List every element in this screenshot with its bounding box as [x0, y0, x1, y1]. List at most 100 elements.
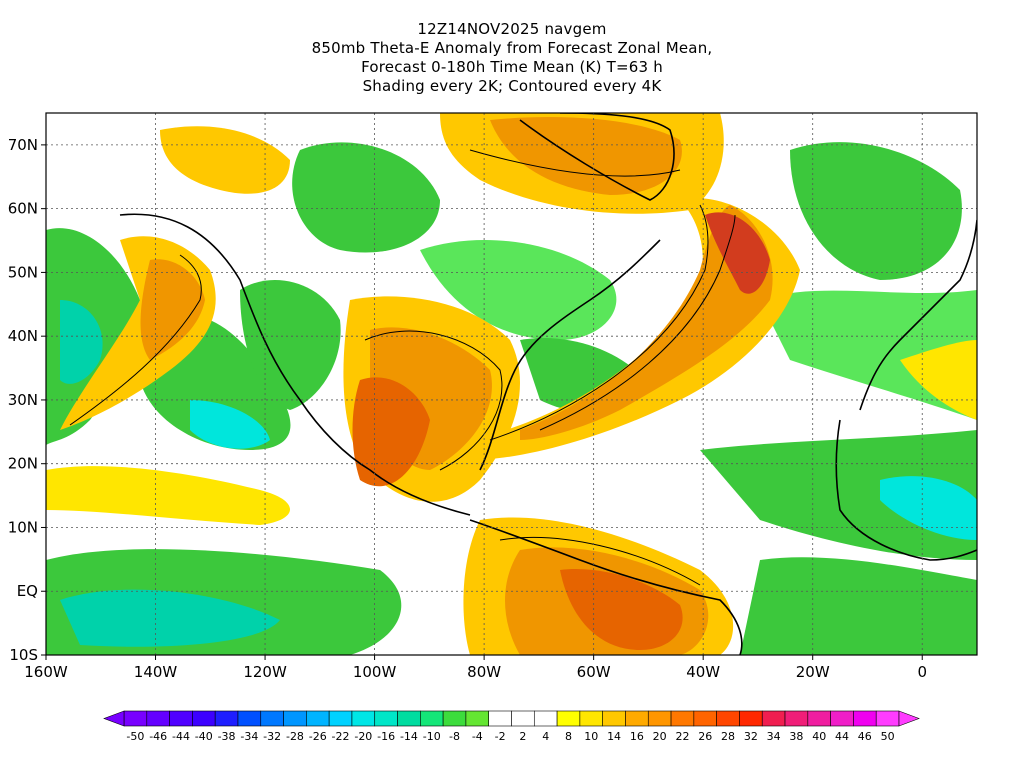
colorbar-swatch: [670, 710, 695, 727]
colorbar-label: 46: [858, 730, 872, 743]
colorbar-label: 14: [607, 730, 621, 743]
coastline-greenland: [519, 113, 675, 201]
colorbar-min-arrow: [103, 710, 125, 727]
colorbar-swatch: [853, 710, 877, 727]
colorbar-label: 22: [675, 730, 689, 743]
title-line-1: 12Z14NOV2025 navgem: [417, 20, 607, 38]
lat-tick-label: 10S: [9, 646, 38, 664]
map-frame: [45, 112, 978, 656]
colorbar-label: 28: [721, 730, 735, 743]
colorbar-label: -46: [149, 730, 167, 743]
colorbar-label: 38: [789, 730, 803, 743]
colorbar-label: 16: [630, 730, 644, 743]
colorbar-max-arrow: [898, 710, 920, 727]
colorbar-swatch: [875, 710, 900, 727]
colorbar-swatch: [761, 710, 786, 727]
colorbar-label: -16: [377, 730, 395, 743]
colorbar-swatch: [693, 710, 717, 727]
lat-tick-label: 10N: [8, 518, 38, 536]
colorbar-swatch: [579, 710, 603, 727]
contour-line-samerica: [499, 536, 701, 586]
colorbar-label: 44: [835, 730, 849, 743]
axis-ticks: [41, 144, 923, 660]
anomaly-region-mexico-dark: [352, 377, 430, 487]
title-line-3: Forecast 0-180h Time Mean (K) T=63 h: [361, 58, 663, 76]
colorbar-swatch: [192, 710, 216, 727]
anomaly-region-eatl-green: [760, 290, 977, 420]
colorbar-label: -10: [423, 730, 441, 743]
colorbar-swatch: [328, 710, 353, 727]
longitude-labels: 160W 140W 120W 100W 80W 60W 40W 20W 0: [24, 663, 927, 681]
anomaly-region-tropics-yellow: [46, 466, 290, 525]
lon-tick-label: 120W: [243, 663, 287, 681]
contour-line-pacific-plume: [69, 254, 202, 426]
colorbar-label: -34: [240, 730, 258, 743]
colorbar-label: 32: [744, 730, 758, 743]
colorbar-swatch: [397, 710, 421, 727]
coastline-europe: [859, 219, 977, 411]
coastline-north-america-west: [119, 213, 471, 516]
colorbar-label: -2: [495, 730, 506, 743]
colorbar-swatch: [123, 710, 148, 727]
colorbar-label: 20: [653, 730, 667, 743]
anomaly-region-atlantic-core-red: [705, 212, 770, 294]
contour-line-atlantic: [489, 204, 709, 441]
colorbar-label: -50: [126, 730, 144, 743]
anomaly-field: [46, 113, 977, 655]
colorbar-label: 8: [565, 730, 572, 743]
lon-tick-label: 80W: [467, 663, 501, 681]
anomaly-region-npac-aqua: [190, 400, 270, 449]
colorbar-label: -28: [286, 730, 304, 743]
contour-lines: [69, 149, 736, 586]
colorbar-label: 2: [519, 730, 526, 743]
lon-tick-label: 40W: [686, 663, 720, 681]
lat-tick-label: 20N: [8, 455, 38, 473]
colorbar-swatch: [625, 710, 649, 727]
colorbar-label: -8: [449, 730, 460, 743]
lat-tick-label: EQ: [17, 582, 38, 600]
colorbar-swatch: [716, 710, 740, 727]
colorbar-label: -32: [263, 730, 281, 743]
colorbar-label: -38: [218, 730, 236, 743]
colorbar-label: 50: [881, 730, 895, 743]
contour-line-gulf: [364, 330, 503, 471]
anomaly-region-samerica-dark: [560, 569, 683, 650]
anomaly-region-pacific-cyan: [60, 300, 103, 384]
colorbar-swatch: [602, 710, 626, 727]
contour-line-greenland: [469, 149, 681, 177]
colorbar-swatch: [533, 710, 558, 727]
colorbar-swatch: [146, 710, 170, 727]
anomaly-region-spac-cyan: [60, 589, 280, 647]
lon-tick-label: 100W: [353, 663, 397, 681]
colorbar-label: 34: [767, 730, 781, 743]
graticule: [46, 113, 977, 655]
colorbar-swatch: [169, 710, 193, 727]
colorbar-label: 10: [584, 730, 598, 743]
colorbar-swatch: [784, 710, 809, 727]
colorbar-label: 40: [812, 730, 826, 743]
colorbar-label: 4: [542, 730, 549, 743]
colorbar-swatch: [807, 710, 831, 727]
title-line-4: Shading every 2K; Contoured every 4K: [362, 77, 662, 95]
anomaly-region-satl-green: [740, 557, 977, 655]
colorbar-swatch: [374, 710, 398, 727]
anomaly-region-africa-aqua: [880, 476, 977, 540]
colorbar-label: -44: [172, 730, 190, 743]
anomaly-region-alaska-gold: [160, 126, 290, 194]
colorbar-swatch: [556, 710, 581, 727]
anomaly-region-atlantic-river-orange: [520, 205, 773, 440]
colorbar-swatch: [237, 710, 262, 727]
contour-line-atlantic-inner: [539, 214, 736, 431]
colorbar-label: -26: [309, 730, 327, 743]
anomaly-region-westus-green: [240, 280, 341, 410]
coastline-south-america: [469, 519, 743, 655]
colorbar-label: -20: [354, 730, 372, 743]
colorbar-label: -22: [332, 730, 350, 743]
lon-tick-label: 0: [917, 663, 927, 681]
coastlines: [119, 113, 977, 655]
lat-tick-label: 60N: [8, 200, 38, 218]
colorbar-swatch: [351, 710, 376, 727]
latitude-labels: 70N 60N 50N 40N 30N 20N 10N EQ 10S: [8, 136, 38, 664]
lon-tick-label: 140W: [134, 663, 178, 681]
lon-tick-label: 160W: [24, 663, 68, 681]
